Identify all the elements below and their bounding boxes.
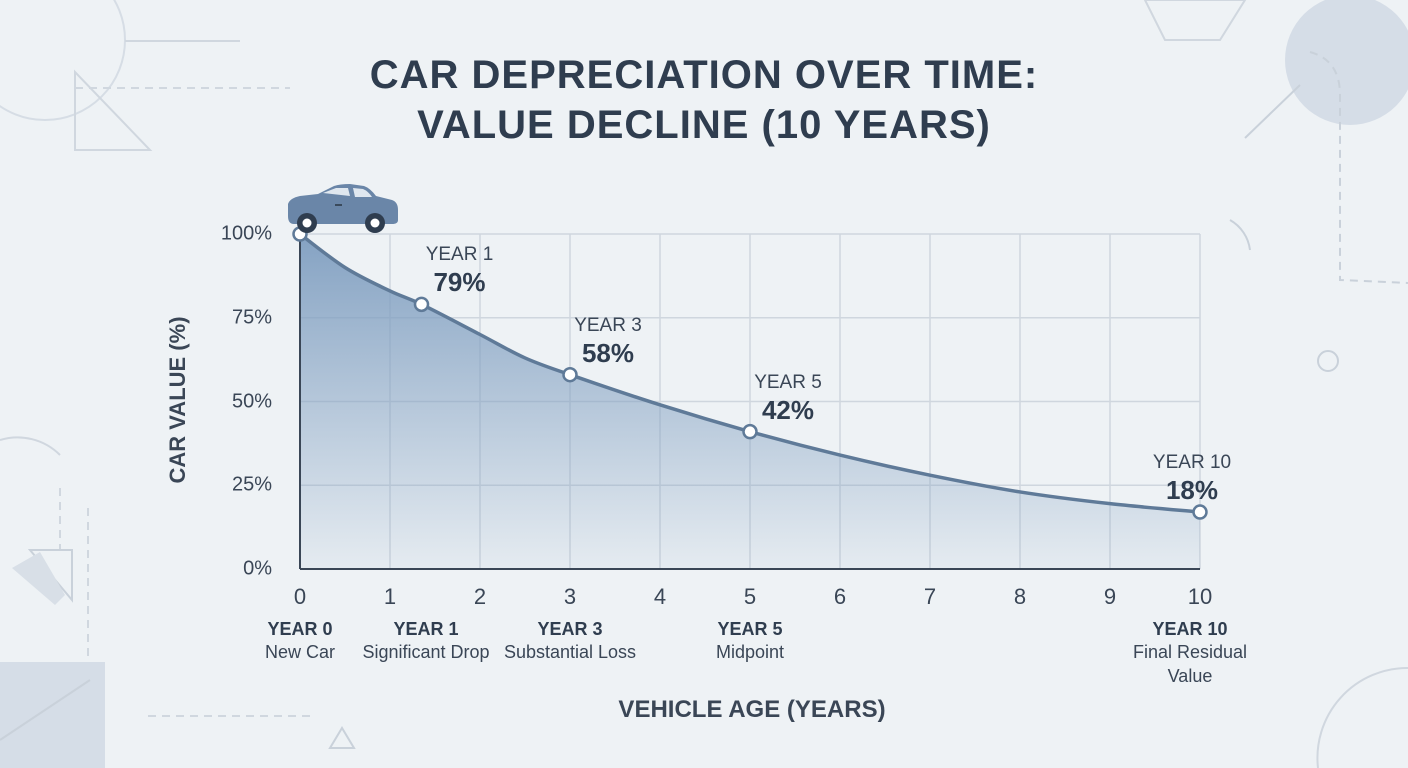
annotation-value: 18% [1165,475,1219,506]
chart-title-line-2: VALUE DECLINE (10 YEARS) [417,103,991,147]
chart-title-line-1: CAR DEPRECIATION OVER TIME: [369,53,1039,97]
annotation-value: 42% [761,394,815,425]
data-annotation: YEAR 3 58% [574,315,642,369]
x-tick-label: 10 [1187,584,1213,609]
milestone-title: YEAR 0 [267,619,333,639]
x-tick-label: 1 [383,584,397,609]
milestone-description: Substantial Loss [503,642,637,662]
milestone-label: YEAR 1 Significant Drop [341,618,511,664]
milestone-description: Significant Drop [362,642,490,662]
data-point-marker [413,296,430,313]
x-axis-label: VEHICLE AGE (YEARS) [618,696,886,723]
x-tick-label: 3 [563,584,577,609]
annotation-year: YEAR 10 [1152,452,1232,474]
annotation-value: 79% [433,267,486,298]
x-tick-label: 7 [923,584,937,609]
annotation-year: YEAR 1 [425,244,494,266]
annotation-value: 58% [581,337,635,368]
x-tick-label: 9 [1103,584,1117,609]
data-annotation: YEAR 10 18% [1153,452,1231,506]
y-tick-label: 50% [231,390,272,412]
milestone-label: YEAR 3 Substantial Loss [485,618,655,664]
x-tick-label: 4 [653,584,667,609]
y-tick-label: 25% [231,473,272,496]
data-point-marker [562,366,578,383]
value-line [298,232,1202,514]
x-tick-label: 2 [473,584,487,609]
data-annotation: YEAR 1 79% [426,244,494,298]
milestone-description: Final Residual [1132,642,1248,662]
milestone-label: YEAR 0 New Car [215,618,385,664]
milestone-label: YEAR 10 Final Residual Value [1105,618,1275,688]
data-annotation: YEAR 5 42% [754,372,822,426]
data-markers [292,226,1208,520]
milestone-title: YEAR 1 [393,619,459,639]
annotation-year: YEAR 5 [754,371,822,393]
milestone-description: Value [1167,666,1213,686]
milestone-description: Midpoint [715,642,785,662]
y-tick-label: 100% [220,222,272,245]
x-tick-label: 6 [833,584,847,609]
x-tick-label: 8 [1013,584,1027,609]
milestone-description: New Car [264,642,335,662]
milestone-title: YEAR 5 [717,619,783,639]
y-axis-label: CAR VALUE (%) [165,316,190,484]
y-tick-label: 0% [243,557,272,580]
car-icon [288,184,398,233]
milestone-title: YEAR 3 [537,619,603,639]
x-tick-label: 5 [743,584,757,609]
x-tick-label: 0 [293,584,307,609]
milestone-title: YEAR 10 [1152,619,1228,639]
data-point-marker [742,423,758,440]
milestone-label: YEAR 5 Midpoint [665,618,835,664]
y-tick-label: 75% [231,306,272,329]
annotation-year: YEAR 3 [574,314,642,336]
data-point-marker [1192,504,1208,520]
